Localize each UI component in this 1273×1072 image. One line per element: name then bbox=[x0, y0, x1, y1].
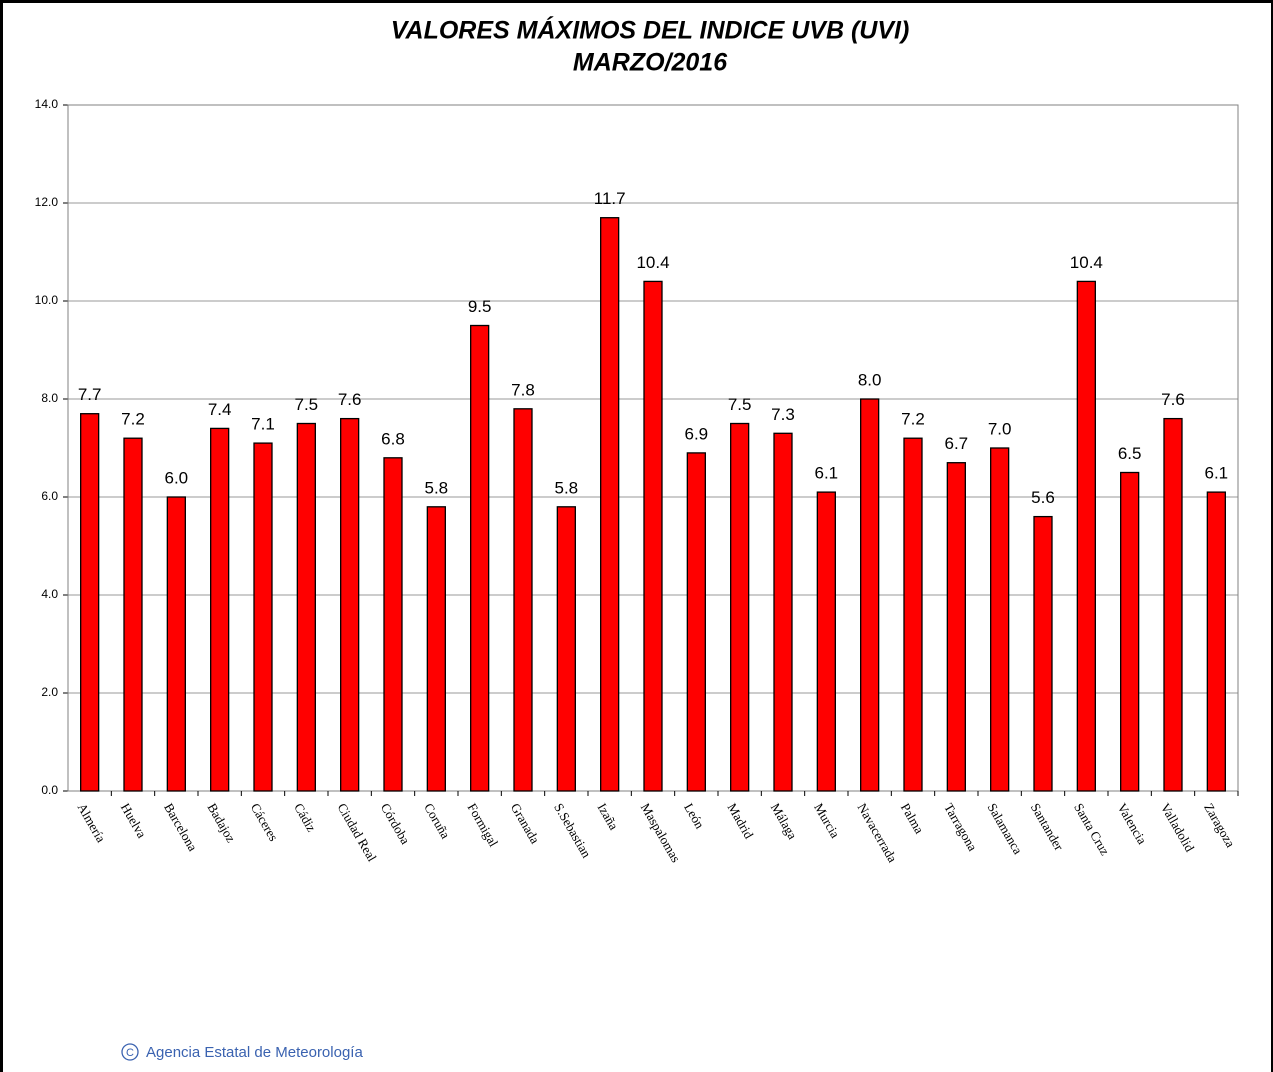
value-label: 7.4 bbox=[208, 400, 232, 419]
bar bbox=[903, 437, 923, 792]
x-tick-label: Ciudad Real bbox=[334, 800, 379, 864]
bar bbox=[643, 280, 663, 792]
x-tick-label: Almería bbox=[74, 800, 108, 845]
copyright-icon bbox=[121, 1043, 139, 1061]
x-tick-label: Santander bbox=[1028, 800, 1067, 853]
x-tick-label: Madrid bbox=[724, 800, 756, 841]
value-label: 11.7 bbox=[594, 189, 626, 208]
value-label: 6.0 bbox=[165, 468, 189, 487]
x-tick-label: S.Sebastian bbox=[551, 800, 594, 860]
bar bbox=[166, 496, 186, 792]
x-tick-label: Barcelona bbox=[161, 800, 200, 853]
value-label: 5.6 bbox=[1031, 488, 1055, 507]
x-tick-label: Huelva bbox=[118, 800, 150, 840]
bar bbox=[383, 457, 403, 792]
chart-subtitle: MARZO/2016 bbox=[573, 49, 728, 77]
x-tick-label: León bbox=[681, 800, 708, 831]
value-label: 7.3 bbox=[771, 405, 795, 424]
bar bbox=[513, 408, 533, 792]
x-tick-label: Murcia bbox=[811, 800, 843, 840]
bar bbox=[816, 491, 836, 792]
bar bbox=[123, 437, 143, 792]
bar bbox=[80, 413, 100, 792]
value-label: 7.5 bbox=[295, 395, 319, 414]
x-tick-label: Izaña bbox=[594, 800, 621, 832]
bar bbox=[730, 422, 750, 792]
value-label: 7.8 bbox=[511, 380, 535, 399]
value-label: 5.8 bbox=[425, 478, 449, 497]
bar bbox=[946, 462, 966, 792]
bar bbox=[340, 417, 360, 792]
x-tick-label: Coruña bbox=[421, 800, 453, 841]
x-tick-label: Málaga bbox=[768, 800, 801, 841]
bar bbox=[1206, 491, 1226, 792]
bar bbox=[556, 506, 576, 792]
bar bbox=[253, 442, 273, 792]
chart-title: VALORES MÁXIMOS DEL INDICE UVB (UVI) bbox=[391, 16, 910, 45]
value-label: 9.5 bbox=[468, 297, 492, 316]
bar bbox=[210, 427, 230, 792]
value-label: 7.5 bbox=[728, 395, 752, 414]
x-tick-label: Santa Cruz bbox=[1071, 800, 1113, 857]
bar bbox=[1120, 471, 1140, 792]
bar bbox=[1163, 417, 1183, 792]
value-label: 8.0 bbox=[858, 370, 882, 389]
value-label: 5.8 bbox=[555, 478, 579, 497]
x-tick-label: Valencia bbox=[1114, 800, 1149, 846]
y-tick-label: 12.0 bbox=[35, 195, 59, 209]
y-tick-label: 0.0 bbox=[41, 783, 58, 797]
copyright-c: C bbox=[126, 1047, 134, 1059]
value-label: 7.7 bbox=[78, 385, 102, 404]
bar bbox=[1033, 515, 1053, 792]
x-tick-label: Palma bbox=[898, 800, 927, 836]
y-tick-label: 6.0 bbox=[41, 489, 58, 503]
y-tick-label: 2.0 bbox=[41, 685, 58, 699]
y-tick-label: 14.0 bbox=[35, 97, 59, 111]
value-label: 7.1 bbox=[251, 415, 275, 434]
bar bbox=[470, 324, 490, 792]
value-label: 7.6 bbox=[338, 390, 362, 409]
value-label: 6.1 bbox=[1205, 464, 1229, 483]
value-label: 7.6 bbox=[1161, 390, 1185, 409]
value-label: 6.9 bbox=[685, 424, 709, 443]
bar bbox=[426, 506, 446, 792]
bar bbox=[1076, 280, 1096, 792]
x-tick-label: Cádiz bbox=[291, 800, 319, 834]
value-label: 6.5 bbox=[1118, 444, 1142, 463]
x-tick-label: Zaragoza bbox=[1201, 800, 1238, 850]
x-tick-label: Navacerrada bbox=[854, 800, 900, 865]
value-label: 7.2 bbox=[121, 410, 145, 429]
y-tick-label: 10.0 bbox=[35, 293, 59, 307]
bar bbox=[990, 447, 1010, 792]
x-tick-label: Tarragona bbox=[941, 800, 980, 853]
x-tick-label: Formigal bbox=[464, 800, 501, 849]
x-tick-label: Salamanca bbox=[984, 800, 1025, 856]
x-tick-label: Córdoba bbox=[378, 800, 413, 846]
credit: Agencia Estatal de Meteorología bbox=[146, 1044, 363, 1061]
bar bbox=[686, 452, 706, 792]
bar bbox=[860, 398, 880, 792]
value-label: 10.4 bbox=[636, 253, 669, 272]
value-label: 10.4 bbox=[1070, 253, 1103, 272]
x-tick-label: Granada bbox=[508, 800, 543, 846]
bar bbox=[296, 422, 316, 792]
y-tick-label: 8.0 bbox=[41, 391, 58, 405]
x-tick-label: Badajoz bbox=[204, 800, 238, 845]
x-tick-label: Valladolid bbox=[1158, 800, 1198, 854]
x-tick-label: Maspalomas bbox=[638, 800, 684, 864]
value-label: 6.8 bbox=[381, 429, 405, 448]
y-tick-label: 4.0 bbox=[41, 587, 58, 601]
value-label: 7.0 bbox=[988, 419, 1012, 438]
value-label: 6.1 bbox=[815, 464, 839, 483]
x-tick-label: Cáceres bbox=[248, 800, 282, 843]
bar bbox=[600, 217, 620, 792]
bar bbox=[773, 432, 793, 792]
value-label: 6.7 bbox=[945, 434, 969, 453]
value-label: 7.2 bbox=[901, 410, 925, 429]
